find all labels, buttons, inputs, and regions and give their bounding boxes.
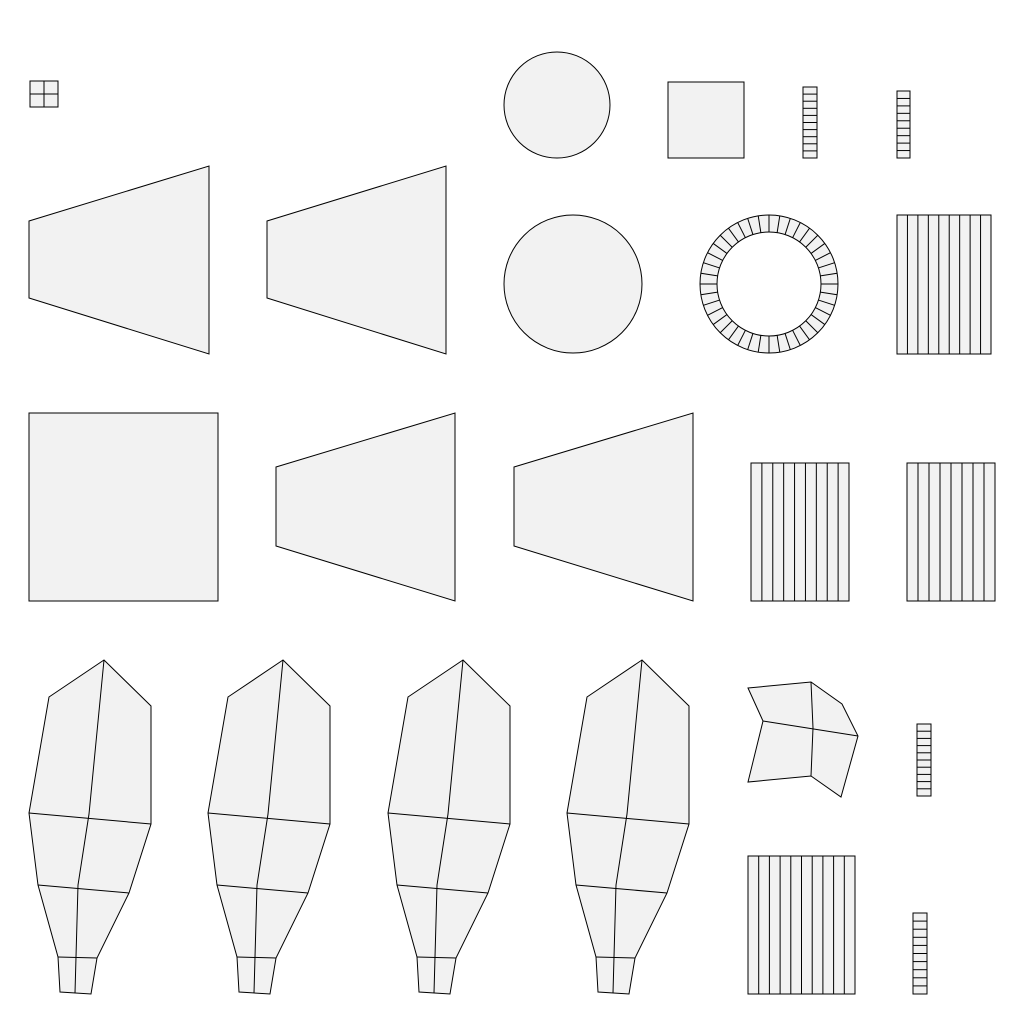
- striped-island-4: [747, 855, 856, 995]
- disc-island-large: [503, 214, 643, 354]
- trapezoid-island-2: [266, 165, 447, 355]
- leaf-island-3: [387, 659, 511, 995]
- leaf-island-2: [207, 659, 331, 995]
- thin-strip-island-3: [916, 723, 932, 797]
- thin-strip-island-2: [896, 90, 911, 159]
- leaf-island-1: [28, 659, 152, 995]
- striped-island-1: [896, 214, 992, 355]
- trapezoid-island-4: [513, 412, 694, 602]
- thin-strip-island-1: [802, 86, 818, 159]
- thin-strip-island-4: [912, 912, 928, 995]
- leaf-island-4: [566, 659, 690, 995]
- striped-island-2: [750, 462, 850, 602]
- disc-island-small: [503, 51, 611, 159]
- small-grid-island: [29, 80, 59, 108]
- square-island-small: [667, 81, 745, 159]
- trapezoid-island-1: [28, 165, 210, 355]
- square-island-large: [28, 412, 219, 602]
- ring-island: [699, 214, 839, 354]
- trapezoid-island-3: [275, 412, 456, 602]
- folded-quad-island: [747, 681, 859, 798]
- striped-island-3: [906, 462, 996, 602]
